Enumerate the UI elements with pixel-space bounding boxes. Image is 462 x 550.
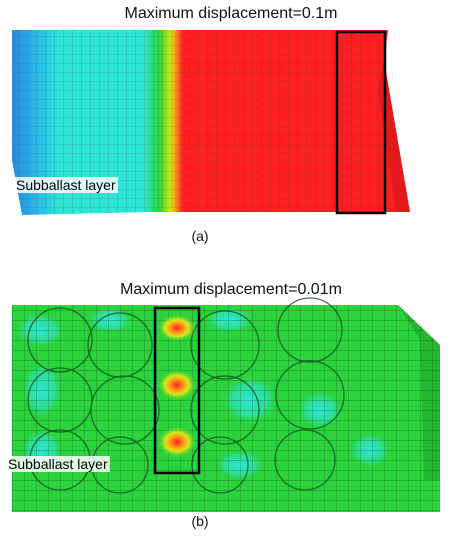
- highlight-box-a: [335, 30, 387, 215]
- panel-a-caption: (a): [191, 228, 209, 244]
- mesh-grid-b: [12, 305, 440, 512]
- panel-a: [12, 30, 410, 215]
- hotspots-b: [157, 314, 197, 458]
- mesh-grid-a: [12, 30, 410, 215]
- panel-a-title: Maximum displacement=0.1m: [124, 5, 338, 22]
- panel-b: [12, 297, 440, 512]
- panel-b-layer-label: Subballast layer: [6, 456, 110, 472]
- panel-a-layer-label: Subballast layer: [14, 177, 118, 193]
- highlight-box-b: [153, 306, 201, 475]
- panel-b-title: Maximum displacement=0.01m: [120, 281, 342, 298]
- panel-b-caption: (b): [191, 513, 209, 529]
